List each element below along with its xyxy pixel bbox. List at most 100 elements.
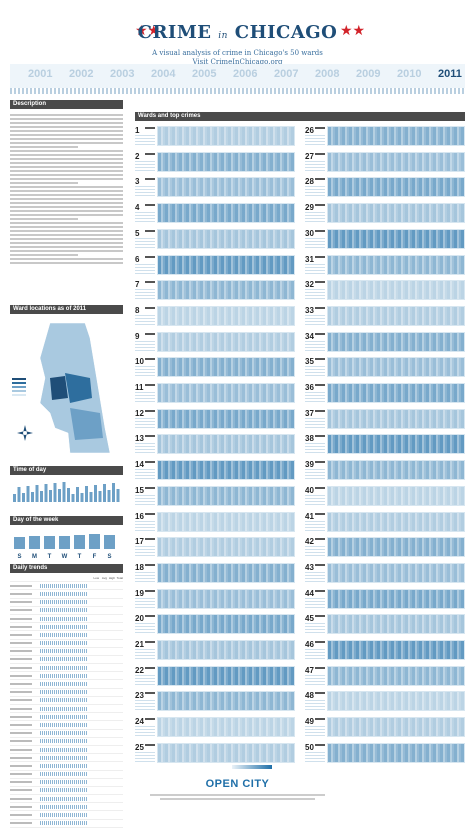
time-bar <box>40 491 43 502</box>
text-line <box>10 214 123 216</box>
ward-label <box>315 743 325 746</box>
text-line <box>10 246 123 248</box>
ward-top-crimes <box>305 494 325 506</box>
ward-29: 29 <box>305 202 465 225</box>
day-bar <box>74 535 85 549</box>
ward-28: 28 <box>305 176 465 199</box>
ward-heatmap <box>157 280 295 301</box>
ward-heatmap <box>157 434 295 455</box>
ward-number: 39 <box>305 460 314 470</box>
ward-35: 35 <box>305 356 465 379</box>
ward-5: 5 <box>135 228 295 251</box>
ward-top-crimes <box>305 237 325 249</box>
table-row <box>10 623 123 632</box>
ward-heatmap <box>327 717 465 738</box>
ward-label <box>315 332 325 335</box>
ward-top-crimes <box>305 571 325 583</box>
text-line <box>10 222 123 224</box>
ward-label <box>315 512 325 515</box>
text-line <box>10 194 123 196</box>
ward-heatmap <box>157 305 295 326</box>
ward-number: 50 <box>305 742 314 752</box>
ward-heatmap <box>157 408 295 429</box>
year-2011: 2011 <box>438 68 462 80</box>
ward-23: 23 <box>135 690 295 713</box>
ward-top-crimes <box>305 366 325 378</box>
ward-heatmap <box>327 203 465 224</box>
ward-label <box>145 255 155 258</box>
compass-icon <box>17 425 33 441</box>
table-row <box>10 590 123 599</box>
ward-number: 38 <box>305 434 314 444</box>
ward-label <box>145 512 155 515</box>
ward-number: 31 <box>305 254 314 264</box>
table-row <box>10 640 123 648</box>
ward-3: 3 <box>135 176 295 199</box>
year-2005: 2005 <box>192 68 217 80</box>
ward-number: 22 <box>135 665 144 675</box>
ward-number: 27 <box>305 151 314 161</box>
text-line <box>10 142 123 144</box>
ward-19: 19 <box>135 588 295 611</box>
text-line <box>10 234 123 236</box>
ward-47: 47 <box>305 665 465 688</box>
ward-number: 4 <box>135 203 140 213</box>
ward-top-crimes <box>305 469 325 481</box>
trends-column-header: Low <box>93 575 99 580</box>
ward-heatmap <box>157 228 295 249</box>
time-bar <box>44 484 48 502</box>
ward-label <box>315 538 325 541</box>
ward-number: 24 <box>135 717 144 727</box>
ward-top-crimes <box>305 135 325 146</box>
ward-heatmap <box>327 742 465 763</box>
trends-header: Low Avg High Total <box>10 574 123 583</box>
ward-top-crimes <box>135 237 155 249</box>
ward-heatmap <box>327 434 465 455</box>
ward-top-crimes <box>305 340 325 352</box>
time-bar <box>49 490 52 502</box>
ward-heatmap <box>327 614 465 635</box>
ward-label <box>145 152 155 155</box>
ward-heatmap <box>327 511 465 532</box>
ward-heatmap <box>157 485 295 506</box>
ward-30: 30 <box>305 228 465 251</box>
table-row <box>10 680 123 689</box>
ward-label <box>145 718 155 721</box>
ward-top-crimes <box>135 289 155 301</box>
year-2007: 2007 <box>274 68 299 80</box>
ward-top-crimes <box>305 392 325 403</box>
time-bar <box>31 492 34 502</box>
ward-26: 26 <box>305 125 465 148</box>
text-line <box>10 150 123 152</box>
section-ward-locations: Ward locations as of 2011 <box>10 305 123 314</box>
time-bar <box>85 486 88 502</box>
time-bar <box>22 493 25 502</box>
text-line <box>10 210 123 212</box>
ward-number: 8 <box>135 305 140 315</box>
ward-50: 50 <box>305 742 465 765</box>
ward-43: 43 <box>305 562 465 585</box>
ward-top-crimes <box>305 649 325 660</box>
ward-13: 13 <box>135 433 295 456</box>
ward-18: 18 <box>135 562 295 585</box>
ward-number: 35 <box>305 357 314 367</box>
text-line <box>10 226 123 228</box>
time-bar <box>76 487 79 502</box>
ward-heatmap <box>327 460 465 481</box>
table-row <box>10 713 123 722</box>
daily-trends-table: Low Avg High Total <box>10 574 123 828</box>
ward-top-crimes <box>135 726 155 738</box>
ward-top-crimes <box>305 597 325 609</box>
ward-label <box>315 281 325 284</box>
ward-16: 16 <box>135 511 295 534</box>
ward-number: 16 <box>135 511 144 521</box>
ward-top-crimes <box>135 571 155 583</box>
ward-label <box>145 178 155 181</box>
ward-39: 39 <box>305 459 465 482</box>
ward-label <box>145 692 155 695</box>
ward-top-crimes <box>135 700 155 712</box>
ward-24: 24 <box>135 716 295 739</box>
time-bar <box>80 493 84 502</box>
ward-label <box>315 152 325 155</box>
